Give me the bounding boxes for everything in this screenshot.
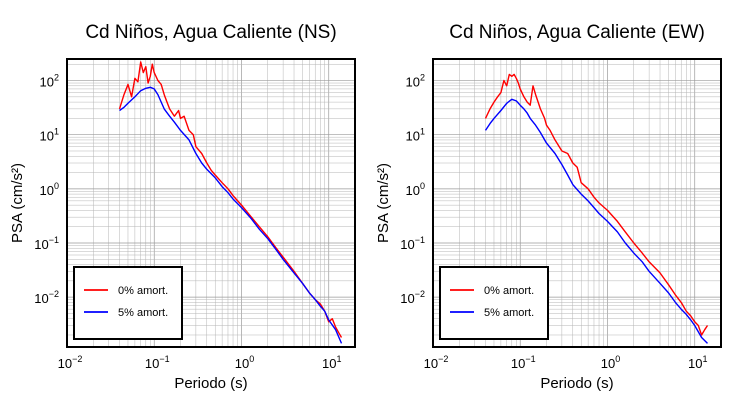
tick-base: 10	[322, 356, 336, 371]
tick-exponent: 1	[54, 127, 59, 137]
tick-base: 10	[400, 237, 414, 252]
tick-exponent: −1	[415, 235, 425, 245]
y-axis-label: PSA (cm/s²)	[375, 163, 392, 243]
plot-frame	[66, 58, 356, 348]
tick-exponent: −2	[415, 289, 425, 299]
tick-base: 10	[424, 356, 438, 371]
x-tick-label: 10−1	[511, 354, 536, 371]
tick-exponent: 0	[420, 181, 425, 191]
x-tick-label: 10−2	[58, 354, 83, 371]
tick-exponent: 2	[54, 73, 59, 83]
tick-exponent: 0	[615, 354, 620, 364]
tick-exponent: −1	[525, 354, 535, 364]
series-layer	[118, 61, 343, 344]
tick-exponent: −2	[438, 354, 448, 364]
legend-label-1: 5% amort.	[118, 307, 168, 319]
tick-base: 10	[406, 183, 420, 198]
tick-base: 10	[406, 129, 420, 144]
tick-base: 10	[406, 75, 420, 90]
y-tick-label: 10−1	[34, 235, 59, 252]
tick-base: 10	[145, 356, 159, 371]
tick-base: 10	[34, 237, 48, 252]
tick-base: 10	[400, 291, 414, 306]
y-tick-label: 101	[406, 127, 425, 144]
chart-panel-ns: Cd Niños, Agua Caliente (NS) 10−2 10−1 100…	[9, 22, 356, 392]
x-axis-label: Periodo (s)	[540, 375, 613, 392]
y-tick-label: 10−2	[400, 289, 425, 306]
y-tick-label: 101	[40, 127, 59, 144]
y-tick-label: 10−2	[34, 289, 59, 306]
tick-exponent: 0	[249, 354, 254, 364]
series-line-1	[484, 98, 708, 344]
tick-base: 10	[40, 183, 54, 198]
x-tick-label: 101	[688, 354, 707, 371]
legend-label-0: 0% amort.	[118, 285, 168, 297]
y-tick-label: 10−1	[400, 235, 425, 252]
tick-exponent: 0	[54, 181, 59, 191]
chart-title: Cd Niños, Agua Caliente (NS)	[85, 22, 336, 43]
x-tick-label: 10−1	[145, 354, 170, 371]
legend-box	[439, 266, 549, 340]
series-line-0	[484, 73, 709, 336]
tick-exponent: 1	[702, 354, 707, 364]
tick-exponent: −1	[159, 354, 169, 364]
y-tick-label: 102	[40, 73, 59, 90]
y-tick-label: 100	[40, 181, 59, 198]
legend-label-1: 5% amort.	[484, 307, 534, 319]
tick-exponent: −2	[72, 354, 82, 364]
tick-exponent: 2	[420, 73, 425, 83]
legend: 0% amort. 5% amort.	[73, 266, 183, 340]
y-axis-label: PSA (cm/s²)	[9, 163, 26, 243]
tick-base: 10	[40, 75, 54, 90]
x-axis-label: Periodo (s)	[174, 375, 247, 392]
x-tick-label: 100	[601, 354, 620, 371]
grid	[432, 59, 722, 347]
tick-base: 10	[511, 356, 525, 371]
chart-panel-ew: Cd Niños, Agua Caliente (EW) 10−2 10−1 100…	[375, 22, 722, 392]
tick-base: 10	[34, 291, 48, 306]
chart-title: Cd Niños, Agua Caliente (EW)	[449, 22, 705, 43]
y-tick-label: 102	[406, 73, 425, 90]
series-layer	[484, 73, 709, 344]
plot-frame	[432, 58, 722, 348]
tick-exponent: 1	[336, 354, 341, 364]
tick-base: 10	[58, 356, 72, 371]
tick-base: 10	[688, 356, 702, 371]
tick-exponent: −2	[49, 289, 59, 299]
tick-base: 10	[601, 356, 615, 371]
legend-box	[73, 266, 183, 340]
tick-exponent: 1	[420, 127, 425, 137]
series-line-1	[119, 86, 343, 344]
legend-label-0: 0% amort.	[484, 285, 534, 297]
x-tick-label: 101	[322, 354, 341, 371]
x-tick-label: 100	[235, 354, 254, 371]
tick-base: 10	[40, 129, 54, 144]
y-tick-label: 100	[406, 181, 425, 198]
x-tick-label: 10−2	[424, 354, 449, 371]
legend: 0% amort. 5% amort.	[439, 266, 549, 340]
tick-exponent: −1	[49, 235, 59, 245]
tick-base: 10	[235, 356, 249, 371]
